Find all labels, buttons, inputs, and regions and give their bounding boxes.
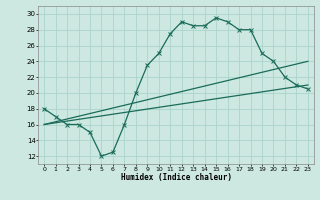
- X-axis label: Humidex (Indice chaleur): Humidex (Indice chaleur): [121, 173, 231, 182]
